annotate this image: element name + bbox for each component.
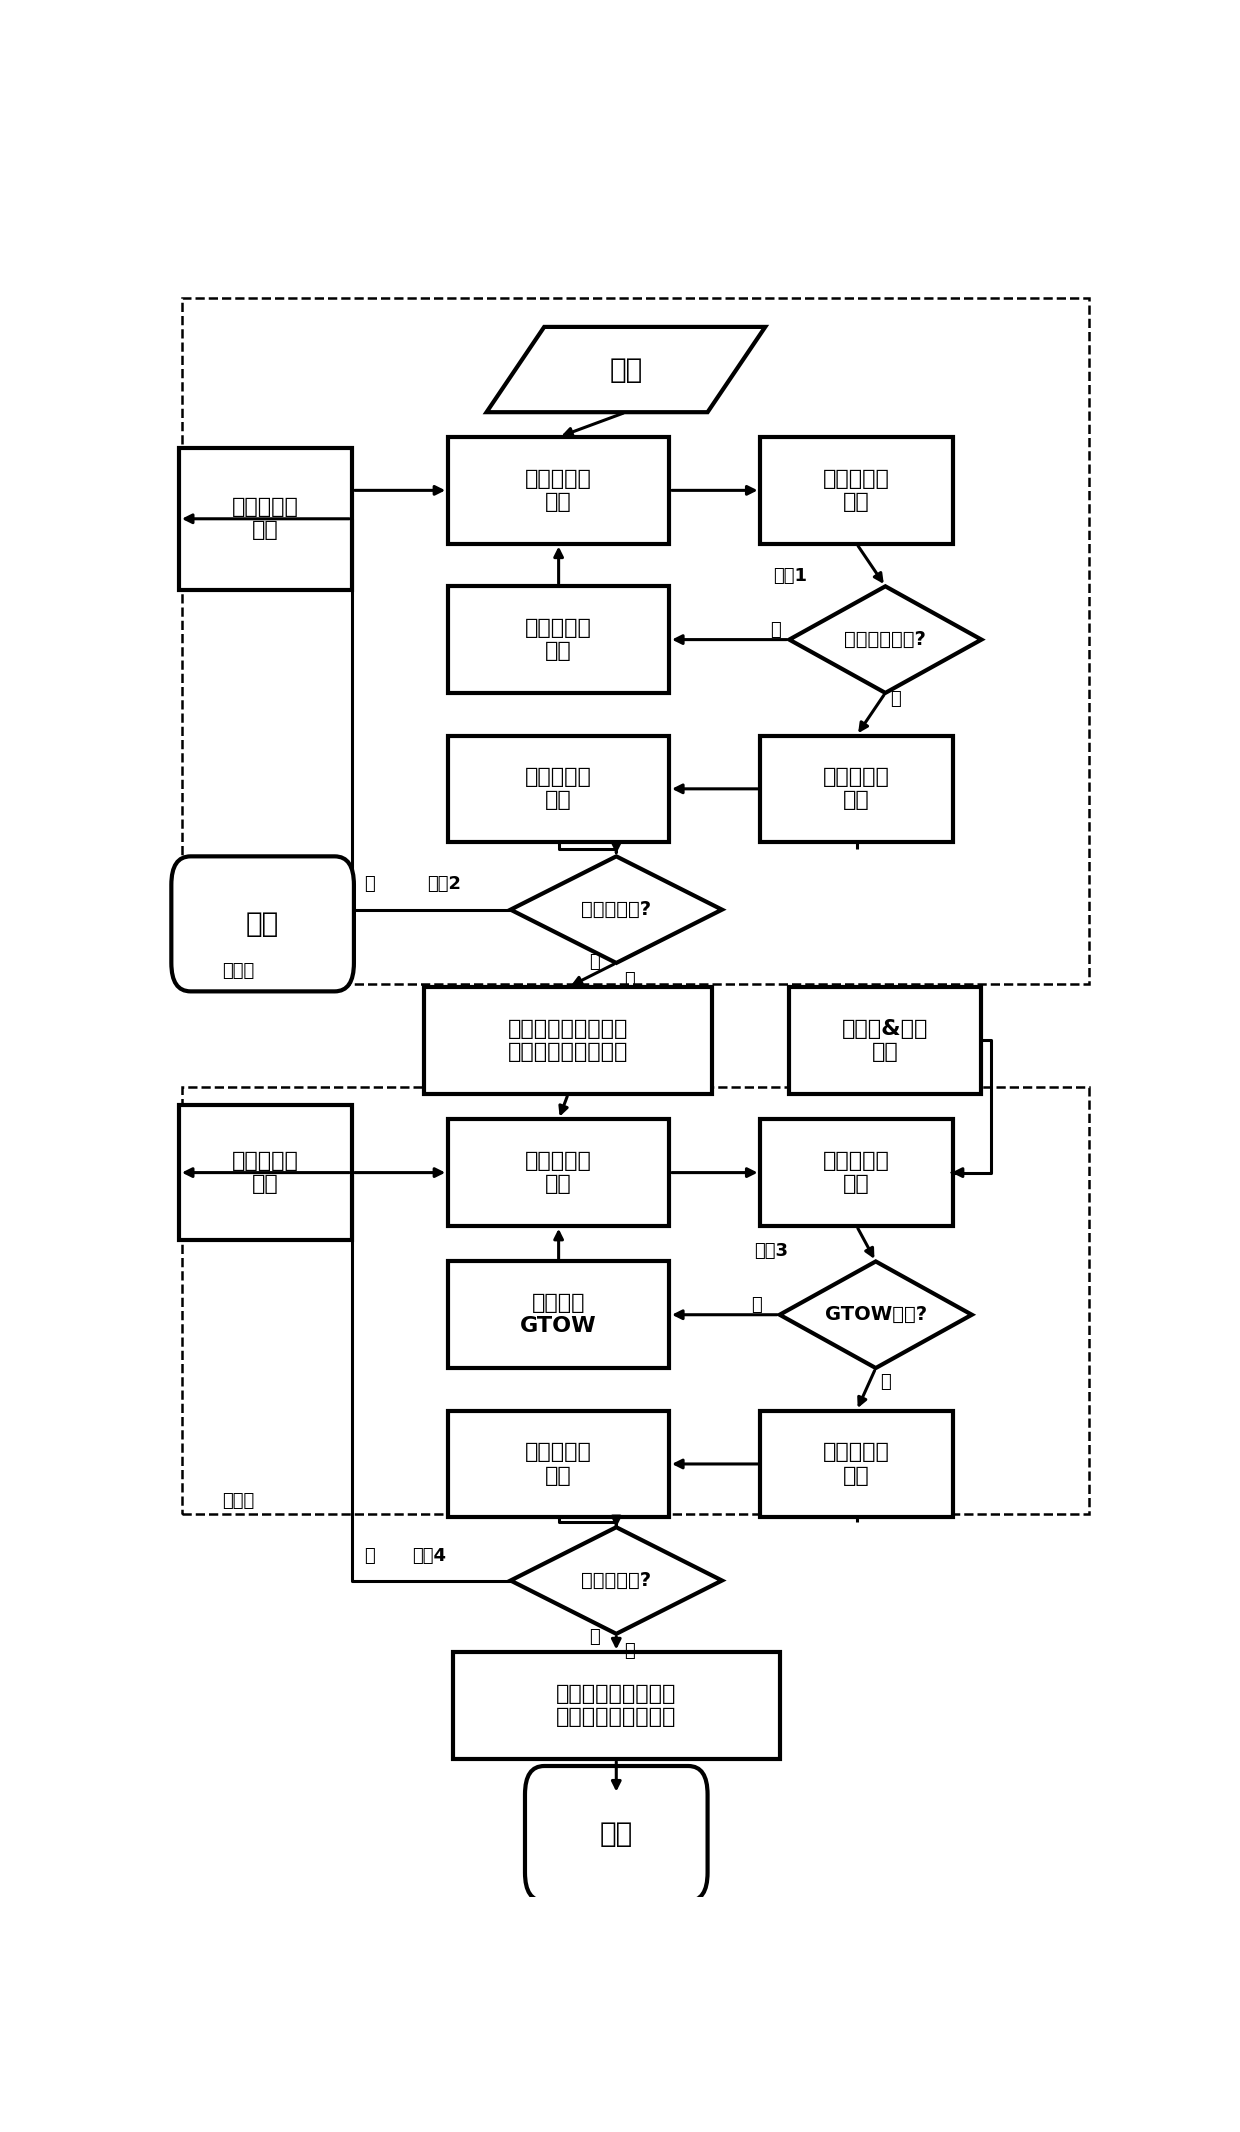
Text: 循环2: 循环2 <box>427 874 461 893</box>
Text: 是否可装载?: 是否可装载? <box>582 1571 651 1590</box>
Text: 第二级: 第二级 <box>222 962 254 981</box>
FancyBboxPatch shape <box>448 437 670 544</box>
Text: 发动机&飞行
剖面: 发动机&飞行 剖面 <box>842 1019 929 1062</box>
Text: 循环1: 循环1 <box>773 567 807 584</box>
Text: 是: 是 <box>624 1642 635 1661</box>
Text: 确定第二级长度、体
积、质量等各类参数: 确定第二级长度、体 积、质量等各类参数 <box>508 1019 629 1062</box>
Text: 是: 是 <box>890 691 901 708</box>
Text: 载荷: 载荷 <box>609 356 642 384</box>
FancyBboxPatch shape <box>448 1411 670 1518</box>
Text: GTOW收敛?: GTOW收敛? <box>825 1305 926 1324</box>
Text: 是: 是 <box>589 953 600 972</box>
FancyBboxPatch shape <box>448 1119 670 1226</box>
Polygon shape <box>486 326 765 411</box>
FancyBboxPatch shape <box>789 987 982 1094</box>
Text: 第二级几何
尺寸: 第二级几何 尺寸 <box>232 497 299 539</box>
Text: 第一级结构
质量: 第一级结构 质量 <box>526 1151 591 1194</box>
FancyBboxPatch shape <box>448 1262 670 1369</box>
Text: 着陆质量收敛?: 着陆质量收敛? <box>844 631 926 648</box>
Text: 循环4: 循环4 <box>413 1548 446 1565</box>
Text: 起飞总重
GTOW: 起飞总重 GTOW <box>521 1294 596 1337</box>
Text: 是: 是 <box>589 1629 600 1646</box>
Text: 第一级燃料
质量: 第一级燃料 质量 <box>823 1151 890 1194</box>
Text: 第一级燃料
体积: 第一级燃料 体积 <box>823 1443 890 1486</box>
FancyBboxPatch shape <box>760 736 952 842</box>
Polygon shape <box>780 1262 972 1369</box>
Polygon shape <box>511 1527 722 1633</box>
FancyBboxPatch shape <box>424 987 713 1094</box>
FancyBboxPatch shape <box>448 586 670 693</box>
Text: 确定第一级长度、体
积、质量等各类参数: 确定第一级长度、体 积、质量等各类参数 <box>556 1684 677 1727</box>
FancyBboxPatch shape <box>171 857 353 991</box>
Text: 第二级燃料
体积: 第二级燃料 体积 <box>823 768 890 810</box>
Text: 循环3: 循环3 <box>754 1241 787 1260</box>
Polygon shape <box>511 857 722 964</box>
FancyBboxPatch shape <box>760 437 952 544</box>
FancyBboxPatch shape <box>448 736 670 842</box>
FancyBboxPatch shape <box>179 448 352 591</box>
Text: 第二级着陆
质量: 第二级着陆 质量 <box>526 618 591 661</box>
Text: 否: 否 <box>365 1548 376 1565</box>
Text: 第一级: 第一级 <box>222 1492 254 1509</box>
Polygon shape <box>789 586 982 693</box>
Text: 第二级结构
质量: 第二级结构 质量 <box>526 469 591 512</box>
Text: 结束: 结束 <box>600 1819 632 1848</box>
FancyBboxPatch shape <box>760 1411 952 1518</box>
Text: 否: 否 <box>751 1296 761 1313</box>
Text: 开始: 开始 <box>246 910 279 938</box>
Text: 否: 否 <box>770 620 781 640</box>
Text: 第一级可用
容积: 第一级可用 容积 <box>526 1443 591 1486</box>
Text: 第二级可用
体积: 第二级可用 体积 <box>526 768 591 810</box>
FancyBboxPatch shape <box>760 1119 952 1226</box>
Text: 是否可装载?: 是否可装载? <box>582 900 651 919</box>
Text: 否: 否 <box>365 874 376 893</box>
FancyBboxPatch shape <box>525 1765 708 1902</box>
Text: 是: 是 <box>880 1373 892 1390</box>
FancyBboxPatch shape <box>179 1104 352 1241</box>
Text: 第二级燃料
质量: 第二级燃料 质量 <box>823 469 890 512</box>
Text: 是: 是 <box>624 970 635 989</box>
Text: 第一级几何
尺寸: 第一级几何 尺寸 <box>232 1151 299 1194</box>
FancyBboxPatch shape <box>453 1652 780 1759</box>
